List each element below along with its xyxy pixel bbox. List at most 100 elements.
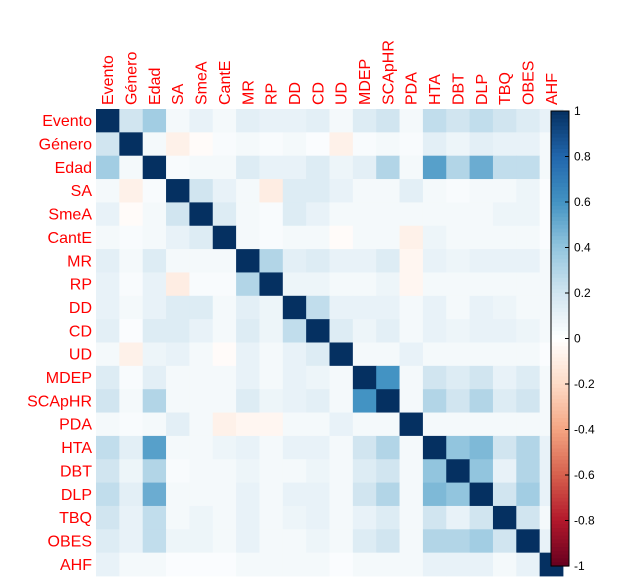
legend-color-segment: [551, 205, 569, 211]
color-legend-ticks: 1 0.8 0.6 0.4 0.2 0 -0.2 -0.4 -0.6 -0.8 -1: [565, 104, 595, 573]
legend-color-segment: [551, 270, 569, 275]
heatmap-cell: [166, 412, 190, 437]
legend-color-segment: [551, 490, 569, 495]
heatmap-cell: [96, 319, 120, 343]
heatmap-cell: [236, 109, 260, 133]
legend-color-segment: [551, 368, 569, 374]
legend-color-segment: [551, 111, 569, 116]
heatmap-cell: [422, 342, 447, 367]
heatmap-cell: [189, 179, 214, 203]
heatmap-cell: [329, 365, 354, 390]
heatmap-cell: [282, 459, 307, 483]
heatmap-cell: [329, 132, 354, 157]
heatmap-cell: [236, 365, 260, 390]
legend-color-segment: [551, 365, 569, 370]
heatmap-cell: [516, 412, 541, 437]
legend-color-segment: [551, 232, 569, 237]
legend-color-segment: [551, 311, 569, 317]
legend-color-segment: [551, 255, 569, 260]
legend-color-segment: [551, 497, 569, 503]
heatmap-cell: [306, 529, 330, 554]
heatmap-cell: [259, 179, 284, 203]
heatmap-cell: [282, 389, 307, 413]
heatmap-cell: [142, 342, 167, 367]
legend-color-segment: [551, 391, 569, 396]
heatmap-cell: [119, 552, 144, 577]
legend-tick-label: -0.8: [574, 514, 595, 528]
heatmap-cell: [422, 132, 447, 157]
heatmap-cell: [189, 435, 214, 460]
heatmap-cell: [399, 552, 424, 577]
column-label: TBQ: [497, 72, 514, 105]
heatmap-cell: [236, 412, 260, 437]
heatmap-cell: [212, 459, 237, 483]
legend-color-segment: [551, 137, 569, 142]
heatmap-cells: [96, 109, 564, 577]
legend-color-segment: [551, 418, 569, 423]
heatmap-cell: [142, 155, 167, 180]
heatmap-cell: [399, 155, 424, 180]
heatmap-cell: [329, 295, 354, 320]
legend-color-segment: [551, 179, 569, 184]
legend-color-segment: [551, 296, 569, 302]
heatmap-cell: [446, 552, 470, 577]
heatmap-cell: [516, 155, 541, 180]
heatmap-cell: [282, 272, 307, 297]
heatmap-cell: [422, 552, 447, 577]
legend-color-segment: [551, 467, 569, 472]
legend-color-segment: [551, 334, 569, 340]
heatmap-cell: [446, 342, 470, 367]
legend-color-segment: [551, 346, 569, 351]
heatmap-cell: [446, 482, 470, 507]
column-label: SmeA: [194, 61, 211, 105]
heatmap-cell: [446, 389, 470, 413]
legend-color-segment: [551, 228, 569, 233]
heatmap-cell: [236, 319, 260, 343]
heatmap-cell: [352, 319, 377, 343]
heatmap-cell: [352, 342, 377, 367]
heatmap-cell: [446, 132, 470, 157]
heatmap-cell: [306, 482, 330, 507]
heatmap-cell: [259, 505, 284, 530]
heatmap-cell: [189, 342, 214, 367]
legend-color-segment: [551, 217, 569, 222]
heatmap-cell: [189, 225, 214, 250]
heatmap-cell: [189, 155, 214, 180]
heatmap-cell: [189, 552, 214, 577]
heatmap-cell: [329, 109, 354, 133]
heatmap-cell: [446, 459, 470, 483]
legend-color-segment: [551, 220, 569, 226]
heatmap-cell: [376, 505, 400, 530]
heatmap-cell: [142, 482, 167, 507]
heatmap-cell: [142, 272, 167, 297]
heatmap-cell: [306, 155, 330, 180]
legend-color-segment: [551, 114, 569, 120]
heatmap-cell: [516, 365, 541, 390]
heatmap-cell: [119, 249, 144, 273]
heatmap-cell: [212, 295, 237, 320]
heatmap-cell: [282, 249, 307, 273]
legend-color-segment: [551, 251, 569, 256]
heatmap-cell: [96, 202, 120, 227]
heatmap-cell: [329, 552, 354, 577]
legend-color-segment: [551, 160, 569, 165]
heatmap-cell: [329, 225, 354, 250]
row-label: OBES: [48, 533, 92, 550]
legend-color-segment: [551, 520, 569, 525]
heatmap-cell: [422, 272, 447, 297]
heatmap-cell: [399, 132, 424, 157]
heatmap-cell: [446, 319, 470, 343]
heatmap-cell: [516, 272, 541, 297]
heatmap-cell: [142, 295, 167, 320]
heatmap-cell: [96, 505, 120, 530]
heatmap-cell: [516, 319, 541, 343]
legend-color-segment: [551, 277, 569, 283]
legend-color-segment: [551, 372, 569, 378]
heatmap-cell: [96, 225, 120, 250]
heatmap-cell: [399, 295, 424, 320]
legend-color-segment: [551, 236, 569, 241]
heatmap-cell: [516, 132, 541, 157]
heatmap-cell: [492, 132, 517, 157]
heatmap-cell: [306, 109, 330, 133]
legend-tick-label: 0.8: [574, 150, 591, 164]
